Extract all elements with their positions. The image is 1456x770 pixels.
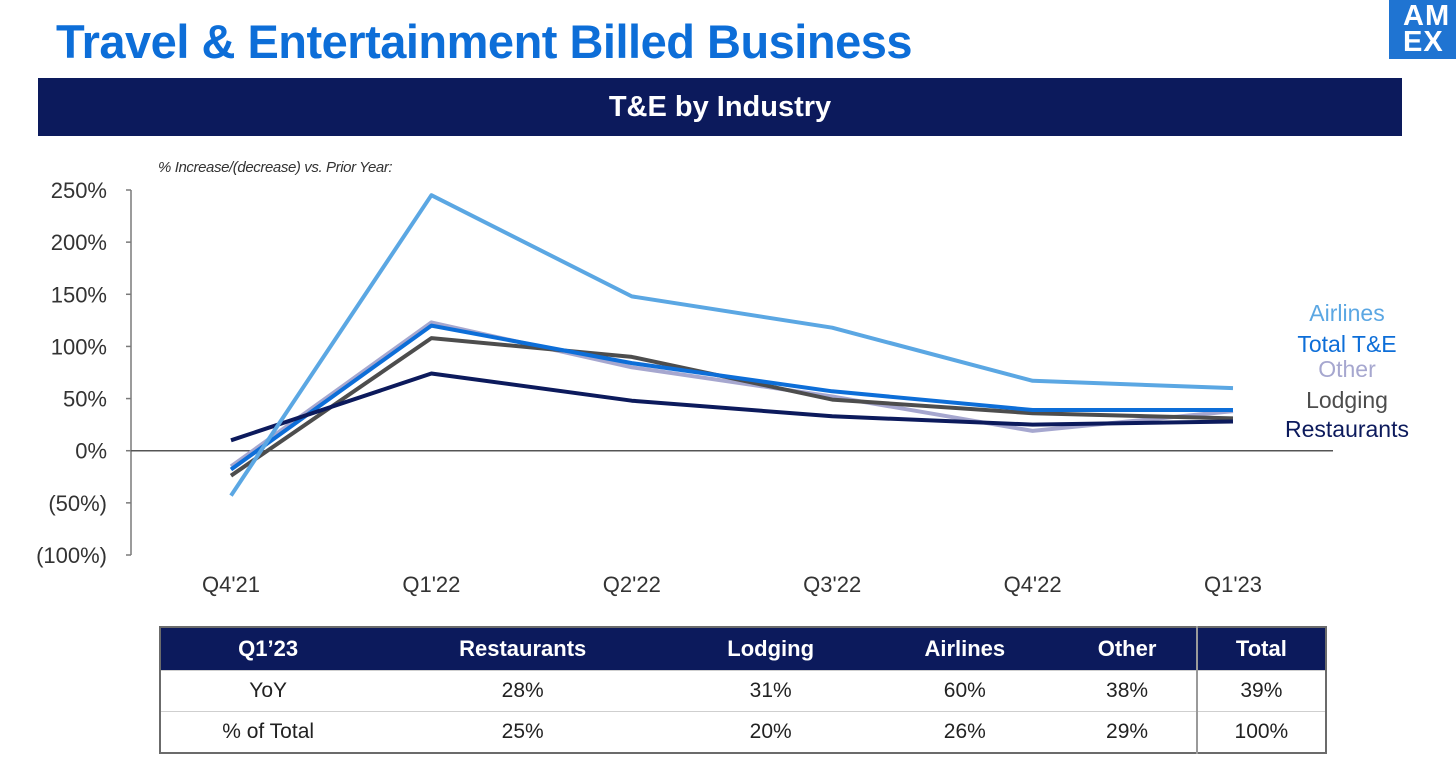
x-tick-label: Q1'22	[402, 572, 460, 597]
series-line-other	[229, 320, 1234, 469]
table-header: Total	[1195, 627, 1326, 671]
table-cell: 100%	[1195, 711, 1326, 753]
table-cell: % of Total	[160, 711, 376, 753]
y-tick-label: 50%	[63, 387, 107, 412]
table-cell: 26%	[871, 711, 1059, 753]
te-line-chart: % Increase/(decrease) vs. Prior Year: 25…	[36, 159, 1409, 597]
banner-title: T&E by Industry	[608, 90, 832, 123]
table-cell: 31%	[670, 670, 872, 712]
table-header: Restaurants	[375, 627, 671, 671]
y-tick-label: (50%)	[48, 491, 107, 516]
x-tick-label: Q4'21	[202, 572, 260, 597]
series-line-total-t-e	[229, 323, 1233, 472]
table-cell: 38%	[1058, 670, 1197, 712]
page-title: Travel & Entertainment Billed Business	[56, 15, 913, 68]
x-axis: Q4'21 Q1'22 Q2'22 Q3'22 Q4'22 Q1'23	[131, 449, 1333, 597]
x-tick-label: Q2'22	[603, 572, 661, 597]
series-line-airlines	[229, 193, 1234, 497]
legend-item: Other	[1318, 356, 1376, 382]
table-cell: 29%	[1058, 711, 1197, 753]
table-header: Q1’23	[160, 627, 376, 671]
chart-subtitle: % Increase/(decrease) vs. Prior Year:	[158, 159, 392, 176]
amex-logo: AM EX	[1389, 0, 1456, 59]
legend-item: Lodging	[1306, 387, 1388, 413]
y-tick-label: 0%	[75, 439, 107, 464]
y-tick-label: (100%)	[36, 543, 107, 568]
y-axis: 250% 200% 150% 100% 50% 0% (50%) (100%)	[36, 178, 132, 568]
y-tick-label: 150%	[51, 282, 107, 307]
series-lines	[229, 193, 1234, 497]
y-tick-label: 200%	[51, 230, 107, 255]
section-banner: T&E by Industry	[38, 78, 1402, 136]
series-line-restaurants	[230, 371, 1234, 443]
x-tick-label: Q4'22	[1004, 572, 1062, 597]
legend-item: Airlines	[1309, 300, 1384, 326]
summary-table: Q1’23 Restaurants Lodging Airlines Other…	[159, 626, 1327, 754]
table-cell: 28%	[375, 670, 671, 712]
table-header: Airlines	[871, 627, 1059, 671]
legend-item: Total T&E	[1297, 331, 1396, 357]
y-tick-label: 250%	[51, 178, 107, 203]
table-cell: 20%	[670, 711, 872, 753]
table-header: Other	[1058, 627, 1197, 671]
table-cell: 39%	[1195, 670, 1326, 712]
table-cell: 25%	[375, 711, 671, 753]
y-tick-label: 100%	[51, 334, 107, 359]
x-tick-label: Q3'22	[803, 572, 861, 597]
table-header-row: Q1’23 Restaurants Lodging Airlines Other…	[160, 627, 1326, 671]
legend-item: Restaurants	[1285, 416, 1409, 442]
table-cell: YoY	[160, 670, 376, 712]
table-row: % of Total 25% 20% 26% 29% 100%	[160, 711, 1326, 753]
table-cell: 60%	[871, 670, 1059, 712]
x-tick-label: Q1'23	[1204, 572, 1262, 597]
table-row: YoY 28% 31% 60% 38% 39%	[160, 670, 1326, 712]
table-header: Lodging	[670, 627, 872, 671]
